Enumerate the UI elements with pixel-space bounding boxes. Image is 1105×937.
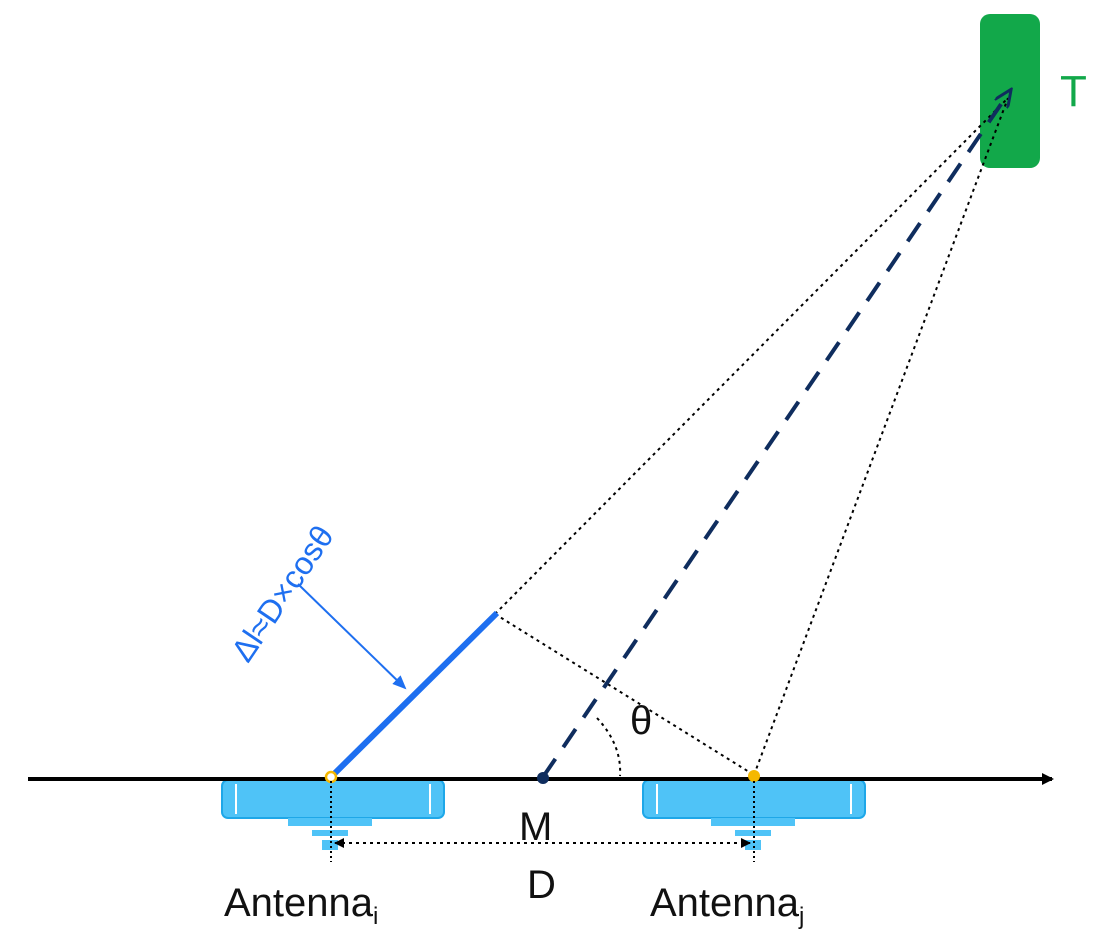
antenna-j-subscript: j [798, 903, 804, 930]
path-difference-segment [327, 610, 500, 781]
antenna-j-point [748, 770, 760, 782]
distance-label: D [527, 863, 556, 907]
antenna-i [221, 779, 445, 850]
ray-antenna-j-to-target [753, 97, 1009, 776]
antenna-j [642, 779, 866, 850]
antenna-i-name: Antenna [224, 881, 374, 925]
angle-arc [596, 717, 622, 777]
formula-pointer-arrow [297, 583, 407, 690]
midpoint-label: M [519, 805, 552, 849]
antenna-j-name: Antenna [650, 881, 800, 925]
perpendicular-line [494, 613, 755, 776]
midpoint-m [537, 772, 549, 784]
antenna-i-label: Antennai [224, 881, 378, 930]
antenna-i-point [324, 770, 338, 784]
main-ray-m-to-target [541, 91, 1010, 779]
angle-label: θ [630, 699, 652, 743]
ray-antenna-i-to-target [494, 97, 1009, 615]
path-difference-formula: Δl≈D×cosθ [224, 519, 341, 668]
target-label: T [1060, 67, 1087, 116]
antenna-j-label: Antennaj [650, 881, 804, 930]
antenna-i-subscript: i [373, 903, 378, 930]
